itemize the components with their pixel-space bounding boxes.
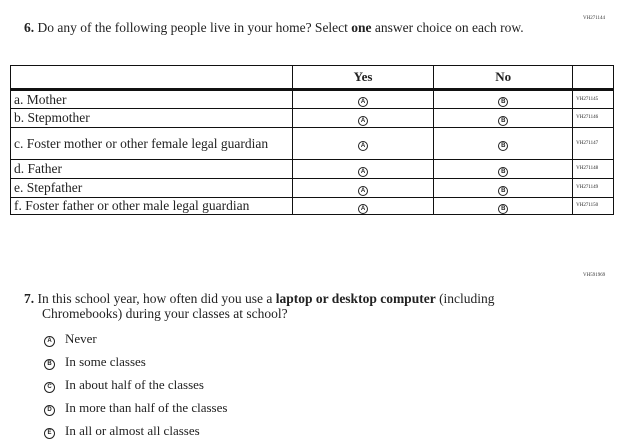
row-label: e. Stepfather [10,178,293,198]
no-bubble[interactable]: B [498,115,509,126]
header-row: Yes No [10,65,614,91]
question-text: answer choice on each row. [371,20,524,35]
table-row: e. Stepfather A B VH271149 [10,178,614,198]
question-6: 6. Do any of the following people live i… [24,20,562,35]
option-label: In some classes [65,354,146,369]
item-code: VH591969 [583,273,606,278]
header-yes: Yes [291,65,435,91]
answer-option[interactable]: E In all or almost all classes [44,423,200,439]
question-text: (including Chromebooks) during your clas… [42,291,495,321]
row-label: d. Father [10,159,293,179]
no-cell: B [433,89,574,109]
yes-cell: A [291,108,435,128]
answer-option[interactable]: B In some classes [44,354,146,370]
yes-bubble[interactable]: A [358,115,369,126]
row-label: f. Foster father or other male legal gua… [10,197,293,215]
answer-option[interactable]: D In more than half of the classes [44,400,227,416]
row-code: VH271150 [572,197,614,215]
header-blank [10,65,293,91]
answer-grid: Yes No a. Mother A B VH271145 b. Stepmothe… [10,65,614,215]
question-7: 7. In this school year, how often did yo… [24,291,562,321]
no-bubble[interactable]: B [498,97,509,107]
option-label: Never [65,331,97,346]
option-bubble[interactable]: B [44,359,55,370]
row-code: VH271147 [572,127,614,160]
header-code [572,65,614,91]
no-cell: B [433,178,574,198]
yes-bubble[interactable]: A [358,185,369,196]
no-bubble[interactable]: B [498,141,509,151]
table-row: b. Stepmother A B VH271146 [10,108,614,128]
no-bubble[interactable]: B [498,185,509,196]
question-emphasis: one [351,20,372,35]
row-code: VH271148 [572,159,614,179]
no-cell: B [433,159,574,179]
table-row: a. Mother A B VH271145 [10,89,614,109]
row-label: b. Stepmother [10,108,293,128]
question-text: Do any of the following people live in y… [37,20,352,35]
yes-bubble[interactable]: A [358,203,369,214]
row-code: VH271145 [572,89,614,109]
no-bubble[interactable]: B [498,203,509,214]
option-label: In more than half of the classes [65,400,228,415]
yes-bubble[interactable]: A [358,141,369,151]
row-code: VH271146 [572,108,614,128]
yes-cell: A [291,178,435,198]
table-row: f. Foster father or other male legal gua… [10,197,614,215]
no-bubble[interactable]: B [498,166,509,177]
answer-option[interactable]: A Never [44,331,97,347]
no-cell: B [433,197,574,215]
yes-cell: A [291,89,435,109]
yes-cell: A [291,127,435,160]
table-row: c. Foster mother or other female legal g… [10,127,614,160]
yes-cell: A [291,159,435,179]
option-label: In all or almost all classes [65,423,200,438]
question-number: 7. [24,291,35,306]
option-bubble[interactable]: A [44,336,55,347]
row-code: VH271149 [572,178,614,198]
row-label: a. Mother [10,89,293,109]
option-bubble[interactable]: D [44,405,55,416]
option-bubble[interactable]: E [44,428,55,439]
yes-bubble[interactable]: A [358,97,369,107]
no-cell: B [433,127,574,160]
no-cell: B [433,108,574,128]
question-emphasis: laptop or desktop computer [275,291,436,306]
table-row: d. Father A B VH271148 [10,159,614,179]
answer-option[interactable]: C In about half of the classes [44,377,204,393]
item-code: VH271144 [583,16,606,21]
question-number: 6. [24,20,35,35]
header-no: No [433,65,574,91]
option-bubble[interactable]: C [44,382,55,393]
row-label: c. Foster mother or other female legal g… [10,127,293,160]
option-label: In about half of the classes [65,377,204,392]
question-text: In this school year, how often did you u… [37,291,276,306]
yes-bubble[interactable]: A [358,166,369,177]
yes-cell: A [291,197,435,215]
